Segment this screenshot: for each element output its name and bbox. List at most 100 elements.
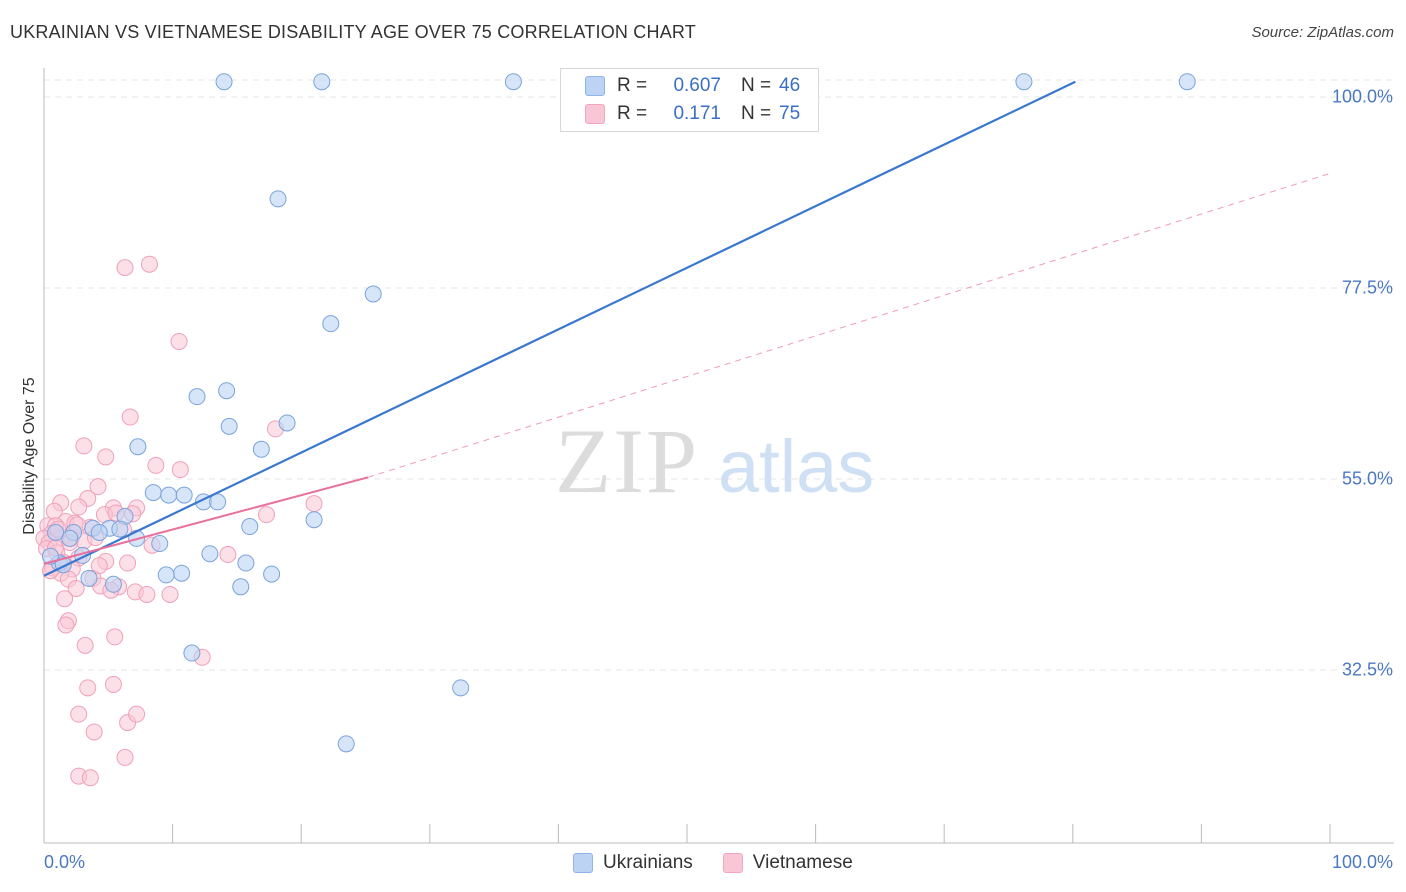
vietnamese-point [104, 675, 122, 693]
ukrainian-point [237, 554, 255, 572]
ukrainian-point [241, 518, 259, 536]
vietnamese-point [89, 478, 107, 496]
watermark-zip: ZIP [555, 410, 699, 512]
ukrainian-point [160, 486, 178, 504]
watermark-atlas: atlas [718, 425, 874, 508]
ukrainian-point [47, 523, 65, 541]
legend-item-vietnamese[interactable]: Vietnamese [722, 852, 853, 874]
ukrainian-point [313, 73, 331, 91]
legend-label-vietnamese: Vietnamese [752, 852, 853, 873]
n-value: 75 [779, 103, 801, 124]
vietnamese-point [219, 546, 237, 564]
vietnamese-point [128, 705, 146, 723]
ukrainian-point [322, 315, 340, 333]
vietnamese-point [170, 332, 188, 350]
vietnamese-point [67, 580, 85, 598]
n-value: 46 [779, 75, 801, 96]
ukrainian-point [278, 414, 296, 432]
x-tick-max: 100.0% [1331, 852, 1393, 872]
legend-item-ukrainians[interactable]: Ukrainians [573, 852, 693, 874]
vietnamese-point [56, 590, 74, 608]
vietnamese-trendline [43, 476, 369, 565]
ukrainian-point [80, 569, 98, 587]
vietnamese-point [81, 769, 99, 787]
legend-row-ukrainians: R = 0.607 N = 46 [585, 71, 819, 101]
ukrainian-point [61, 529, 79, 547]
n-label: N = [741, 75, 772, 96]
correlation-legend: R = 0.607 N = 46 R = 0.171 N = 75 [560, 68, 819, 132]
ukrainian-point [263, 565, 281, 583]
vietnamese-point [75, 437, 93, 455]
r-value: 0.171 [673, 103, 721, 124]
y-tick-label: 32.5% [1341, 659, 1393, 680]
ukrainian-point [104, 575, 122, 593]
chart-title: UKRAINIAN VS VIETNAMESE DISABILITY AGE O… [10, 22, 696, 42]
ukrainian-point [151, 535, 169, 553]
ukrainian-point [220, 417, 238, 435]
vietnamese-point [106, 628, 124, 646]
r-label: R = [617, 75, 648, 96]
y-tick-label: 77.5% [1341, 277, 1393, 298]
ukrainian-point [201, 545, 219, 563]
vietnamese-point [116, 748, 134, 766]
ukrainian-point [364, 285, 382, 303]
y-tick-label: 55.0% [1341, 468, 1393, 489]
vietnamese-point [116, 259, 134, 277]
ukrainian-point [90, 523, 108, 541]
ukrainians-swatch [573, 853, 593, 873]
vietnamese-point [57, 616, 75, 634]
ukrainian-point [209, 493, 227, 511]
ukrainian-point [157, 566, 175, 584]
legend-label-ukrainians: Ukrainians [603, 852, 693, 873]
vietnamese-point [257, 506, 275, 524]
vietnamese-point [121, 408, 139, 426]
r-label: R = [617, 103, 648, 124]
vietnamese-point [305, 495, 323, 513]
ukrainian-point [504, 73, 522, 91]
vietnamese-point [76, 636, 94, 654]
axes [43, 68, 1394, 844]
ukrainian-point [175, 486, 193, 504]
x-tick-min: 0.0% [44, 852, 86, 872]
ukrainian-point [218, 382, 236, 400]
vietnamese-point [85, 723, 103, 741]
ukrainian-point [232, 578, 250, 596]
vietnamese-point [147, 456, 165, 474]
vietnamese-point [70, 705, 88, 723]
legend-row-vietnamese: R = 0.171 N = 75 [585, 99, 819, 129]
vietnamese-point [79, 679, 97, 697]
source-credit: Source: ZipAtlas.com [1251, 24, 1394, 41]
ukrainian-point [173, 564, 191, 582]
vietnamese-point [138, 585, 156, 603]
r-value: 0.607 [673, 75, 721, 96]
ukrainian-point [1015, 73, 1033, 91]
ukrainian-point [305, 511, 323, 529]
ukrainian-point [188, 388, 206, 406]
ukrainian-point [183, 644, 201, 662]
ukrainian-point [1178, 73, 1196, 91]
ukrainian-point [269, 190, 287, 208]
vietnamese-point [171, 461, 189, 479]
vietnamese-swatch [722, 853, 743, 873]
vietnamese-points [35, 255, 323, 787]
trendlines [43, 80, 1331, 577]
vietnamese-point [97, 448, 115, 466]
ukrainian-point [452, 679, 470, 697]
series-legend: Ukrainians Vietnamese [573, 852, 883, 874]
ukrainian-point [337, 735, 355, 753]
vietnamese-point [70, 498, 88, 516]
vietnamese-swatch [585, 104, 605, 124]
ukrainians-swatch [585, 76, 605, 96]
ukrainian-point [215, 73, 233, 91]
ukrainians-trendline [43, 80, 1076, 577]
n-label: N = [741, 103, 772, 124]
vietnamese-point [90, 557, 108, 575]
vietnamese-trendline-extension [367, 172, 1331, 478]
vietnamese-point [119, 554, 137, 572]
ukrainian-points [41, 73, 1196, 753]
vietnamese-point [161, 585, 179, 603]
ukrainian-point [252, 440, 270, 458]
y-tick-label: 100.0% [1331, 86, 1393, 107]
ukrainian-point [129, 438, 147, 456]
